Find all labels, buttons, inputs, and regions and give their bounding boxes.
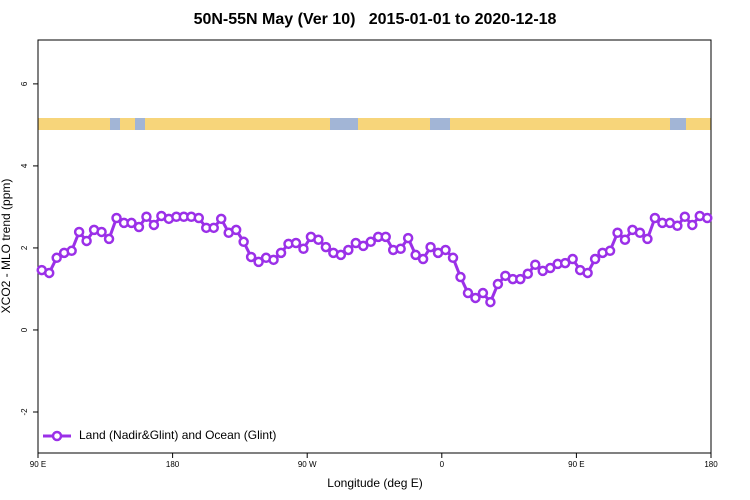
data-point	[559, 257, 571, 269]
data-point	[649, 212, 661, 224]
data-point	[141, 211, 152, 223]
data-point	[470, 292, 481, 304]
data-point	[238, 236, 249, 248]
data-point	[193, 212, 205, 224]
y-tick-label: -2	[20, 408, 29, 416]
data-point	[103, 233, 115, 245]
x-tick-label: 180	[166, 460, 180, 469]
x-axis-label: Longitude (deg E)	[327, 476, 422, 490]
data-point	[380, 231, 391, 243]
data-point	[447, 252, 459, 264]
legend-marker	[51, 430, 63, 442]
data-point	[215, 213, 227, 225]
data-point	[230, 224, 242, 236]
data-point	[290, 237, 302, 249]
x-tick-label: 90 W	[298, 460, 317, 469]
data-point	[455, 271, 466, 283]
data-point	[544, 262, 556, 274]
chart-title: 50N-55N May (Ver 10) 2015-01-01 to 2020-…	[194, 11, 557, 28]
data-point	[604, 245, 616, 257]
data-point	[253, 256, 264, 268]
data-point	[410, 249, 421, 261]
data-point	[268, 254, 279, 266]
data-point	[81, 235, 92, 247]
map-strip	[38, 118, 711, 130]
data-point	[73, 226, 85, 238]
data-point	[440, 244, 451, 256]
data-point	[485, 296, 496, 308]
data-point	[612, 227, 623, 239]
data-point	[402, 232, 414, 244]
data-point	[148, 219, 160, 231]
data-point	[51, 252, 62, 264]
data-point	[96, 226, 107, 238]
data-point	[66, 245, 77, 257]
data-point	[313, 234, 324, 245]
data-point	[589, 253, 601, 265]
data-point	[702, 212, 713, 224]
data-point	[530, 259, 541, 271]
data-point	[320, 241, 332, 253]
data-point	[477, 287, 489, 299]
data-point	[298, 243, 309, 255]
data-point	[208, 222, 219, 234]
data-point	[679, 211, 691, 223]
y-tick-label: 2	[20, 245, 29, 250]
data-point	[245, 251, 257, 263]
data-point	[619, 234, 631, 245]
data-point	[642, 233, 653, 245]
data-point	[133, 221, 145, 233]
data-point	[492, 278, 504, 290]
x-tick-label: 90 E	[568, 460, 584, 469]
x-tick-label: 90 E	[30, 460, 46, 469]
data-point	[43, 267, 55, 279]
data-point	[522, 268, 534, 280]
data-point	[358, 240, 369, 252]
data-point	[687, 219, 698, 231]
y-axis-label: XCO2 - MLO trend (ppm)	[0, 179, 13, 314]
data-point	[462, 287, 474, 299]
data-point	[425, 241, 436, 253]
data-point	[567, 253, 578, 265]
x-tick-label: 0	[440, 460, 445, 469]
data-point	[395, 243, 406, 255]
data-point	[515, 273, 526, 285]
data-point	[634, 227, 646, 239]
data-point	[417, 253, 429, 265]
data-point	[343, 244, 354, 256]
data-point	[365, 236, 377, 248]
plot-frame	[37, 39, 712, 454]
data-point	[111, 212, 122, 224]
legend-label: Land (Nadir&Glint) and Ocean (Glint)	[79, 428, 276, 442]
data-point	[275, 247, 287, 259]
data-point	[582, 267, 593, 279]
y-tick-label: 0	[20, 327, 29, 332]
x-tick-label: 180	[704, 460, 718, 469]
data-point	[672, 220, 683, 232]
y-tick-label: 4	[20, 163, 29, 168]
data-point	[335, 249, 347, 261]
data-point	[126, 217, 137, 229]
y-tick-label: 6	[20, 81, 29, 86]
